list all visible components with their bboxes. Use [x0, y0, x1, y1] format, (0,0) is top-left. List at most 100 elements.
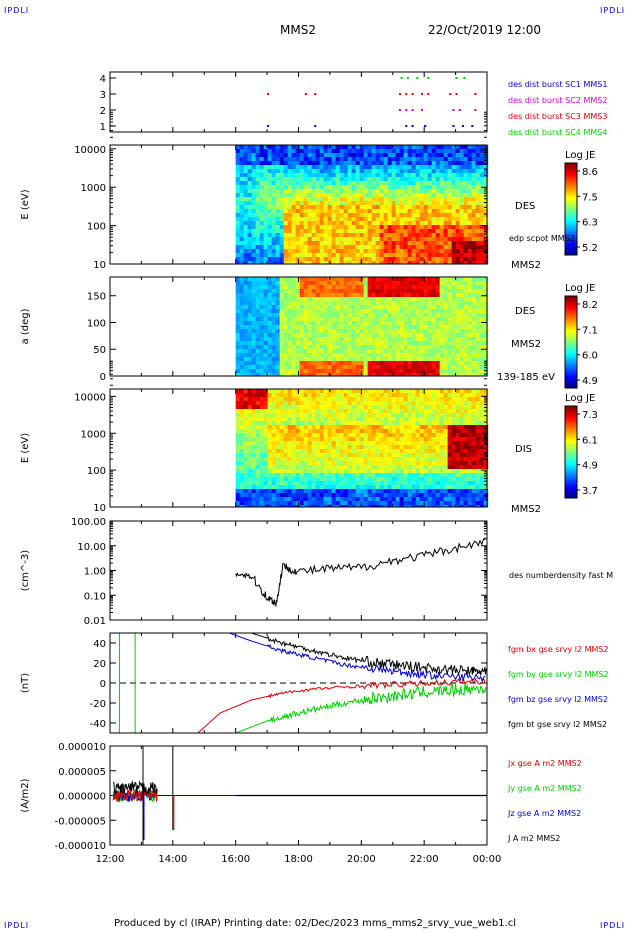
heatmap-cell	[271, 497, 277, 502]
heatmap-cell	[263, 153, 269, 158]
heatmap-cell	[271, 361, 277, 366]
heatmap-cell	[367, 401, 373, 406]
heatmap-cell	[375, 429, 381, 434]
heatmap-cell	[303, 293, 309, 298]
heatmap-cell	[347, 189, 353, 194]
heatmap-cell	[243, 145, 249, 150]
heatmap-cell	[359, 225, 365, 230]
heatmap-cell	[403, 481, 409, 486]
heatmap-cell	[359, 249, 365, 254]
heatmap-cell	[299, 157, 305, 162]
heatmap-cell	[371, 457, 377, 462]
heatmap-cell	[295, 485, 301, 490]
heatmap-cell	[335, 505, 341, 508]
heatmap-cell	[235, 441, 241, 446]
heatmap-cell	[255, 193, 261, 198]
heatmap-cell	[403, 289, 409, 294]
heatmap-cell	[403, 221, 409, 226]
heatmap-cell	[463, 233, 469, 238]
heatmap-cell	[235, 329, 241, 334]
heatmap-cell	[379, 249, 385, 254]
heatmap-cell	[467, 225, 473, 230]
heatmap-cell	[359, 169, 365, 174]
heatmap-cell	[439, 369, 445, 374]
heatmap-cell	[435, 229, 441, 234]
heatmap-cell	[367, 481, 373, 486]
heatmap-cell	[359, 405, 365, 410]
heatmap-cell	[295, 353, 301, 358]
heatmap-cell	[319, 281, 325, 286]
heatmap-cell	[479, 189, 485, 194]
heatmap-cell	[467, 369, 473, 374]
heatmap-cell	[235, 485, 241, 490]
heatmap-cell	[295, 321, 301, 326]
heatmap-cell	[307, 261, 313, 265]
heatmap-cell	[443, 157, 449, 162]
heatmap-cell	[351, 413, 357, 418]
heatmap-cell	[379, 145, 385, 150]
heatmap-cell	[479, 305, 485, 310]
heatmap-cell	[407, 373, 413, 377]
heatmap-cell	[375, 329, 381, 334]
heatmap-cell	[387, 225, 393, 230]
heatmap-cell	[351, 421, 357, 426]
heatmap-cell	[359, 213, 365, 218]
heatmap-cell	[411, 349, 417, 354]
heatmap-cell	[415, 213, 421, 218]
heatmap-cell	[359, 193, 365, 198]
heatmap-cell	[339, 249, 345, 254]
heatmap-cell	[459, 149, 465, 154]
heatmap-cell	[431, 181, 437, 186]
heatmap-cell	[383, 161, 389, 166]
heatmap-cell	[375, 177, 381, 182]
heatmap-cell	[355, 193, 361, 198]
heatmap-cell	[311, 389, 317, 394]
heatmap-cell	[315, 233, 321, 238]
heatmap-cell	[263, 445, 269, 450]
heatmap-cell	[283, 321, 289, 326]
heatmap-cell	[291, 177, 297, 182]
burst-mark	[399, 109, 402, 111]
heatmap-cell	[275, 285, 281, 290]
heatmap-cell	[383, 477, 389, 482]
heatmap-cell	[267, 341, 273, 346]
heatmap-cell	[439, 189, 445, 194]
heatmap-cell	[287, 209, 293, 214]
heatmap-cell	[319, 221, 325, 226]
heatmap-cell	[307, 305, 313, 310]
heatmap-cell	[323, 225, 329, 230]
heatmap-cell	[311, 149, 317, 154]
heatmap-cell	[323, 401, 329, 406]
heatmap-cell	[351, 481, 357, 486]
heatmap-cell	[431, 361, 437, 366]
heatmap-cell	[279, 241, 285, 246]
heatmap-cell	[251, 405, 257, 410]
heatmap-cell	[439, 317, 445, 322]
heatmap-cell	[267, 229, 273, 234]
heatmap-cell	[375, 505, 381, 508]
heatmap-cell	[335, 397, 341, 402]
heatmap-cell	[343, 309, 349, 314]
heatmap-cell	[251, 441, 257, 446]
heatmap-cell	[287, 221, 293, 226]
heatmap-cell	[235, 445, 241, 450]
heatmap-cell	[295, 337, 301, 342]
heatmap-cell	[247, 289, 253, 294]
heatmap-cell	[235, 301, 241, 306]
heatmap-cell	[315, 333, 321, 338]
heatmap-cell	[327, 449, 333, 454]
heatmap-cell	[311, 281, 317, 286]
heatmap-cell	[379, 389, 385, 394]
heatmap-cell	[399, 173, 405, 178]
heatmap-cell	[399, 445, 405, 450]
heatmap-cell	[331, 349, 337, 354]
heatmap-cell	[255, 329, 261, 334]
heatmap-cell	[379, 297, 385, 302]
heatmap-cell	[455, 369, 461, 374]
heatmap-cell	[407, 253, 413, 258]
heatmap-cell	[291, 305, 297, 310]
heatmap-cell	[347, 153, 353, 158]
heatmap-cell	[359, 337, 365, 342]
heatmap-cell	[255, 145, 261, 150]
heatmap-cell	[347, 489, 353, 494]
